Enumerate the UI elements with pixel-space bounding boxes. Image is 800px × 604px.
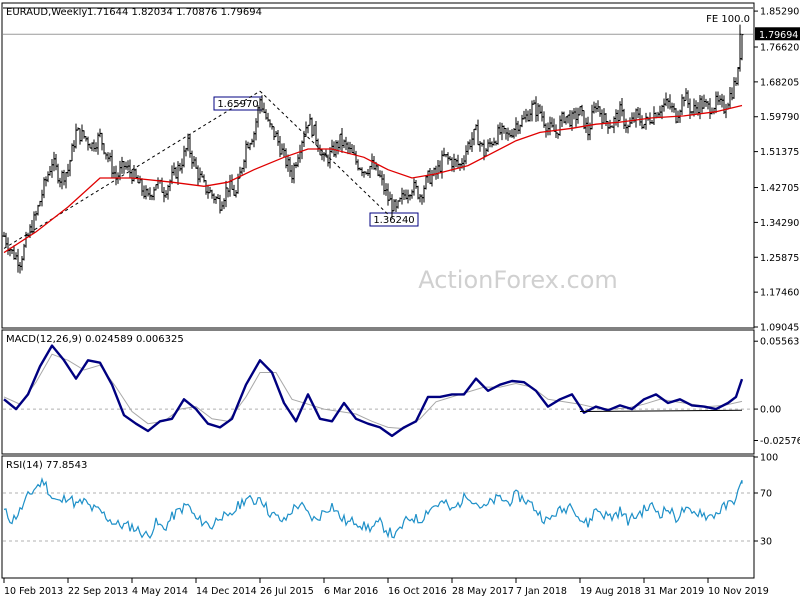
price-y-tick-label: 1.25875	[760, 253, 799, 264]
macd-signal-line	[3, 353, 743, 430]
x-tick-label: 31 Mar 2019	[644, 586, 704, 597]
rsi-line	[3, 477, 743, 539]
annotation-low-label: 1.36240	[373, 215, 414, 226]
price-y-tick-label: 1.09045	[760, 323, 799, 334]
annotation-high-label: 1.65970	[217, 99, 258, 110]
symbol-label: EURAUD,Weekly	[6, 7, 87, 18]
last-price-label: 1.79694	[759, 30, 798, 41]
x-tick-label: 26 Jul 2015	[260, 586, 314, 597]
annotation-low: 1.36240	[369, 212, 419, 227]
x-tick-label: 10 Feb 2013	[4, 586, 63, 597]
rsi-plot	[3, 477, 753, 542]
rsi-y-tick-label: 70	[760, 489, 772, 500]
price-y-tick-label: 1.17460	[760, 288, 799, 299]
x-tick-label: 28 May 2017	[452, 586, 514, 597]
watermark: ActionForex.com	[418, 266, 618, 294]
x-tick-label: 7 Jan 2018	[516, 586, 567, 597]
macd-plot	[3, 344, 753, 438]
price-y-tick-label: 1.42705	[760, 183, 799, 194]
annotation-high: 1.65970	[213, 96, 263, 111]
price-y-tick-label: 1.68205	[760, 77, 799, 88]
rsi-y-tick-label: 100	[760, 453, 778, 464]
macd-y-tick-label: -0.02576	[760, 436, 800, 447]
macd-line	[3, 344, 744, 438]
x-tick-label: 10 Nov 2019	[708, 586, 769, 597]
axes: 1.85290 1.76620 1.68205 1.59790 1.51375 1.427…	[3, 7, 800, 597]
trendline-1	[3, 90, 261, 249]
x-tick-label: 14 Dec 2014	[196, 586, 257, 597]
price-y-tick-label: 1.51375	[760, 147, 799, 158]
x-tick-label: 16 Oct 2016	[388, 586, 447, 597]
macd-panel	[1, 329, 755, 455]
price-y-tick-label: 1.85290	[760, 7, 799, 18]
last-price-box	[755, 27, 800, 41]
rsi-panel	[1, 455, 755, 579]
x-tick-label: 4 May 2014	[132, 586, 188, 597]
price-bar	[740, 34, 744, 61]
price-plot	[2, 7, 753, 274]
x-tick-label: 6 Mar 2016	[324, 586, 378, 597]
macd-title: MACD(12,26,9) 0.024589 0.006325	[6, 334, 184, 345]
rsi-y-tick-label: 30	[760, 537, 772, 548]
price-y-tick-label: 1.34290	[760, 218, 799, 229]
price-y-tick-label: 1.76620	[760, 43, 799, 54]
x-tick-label: 22 Sep 2013	[68, 586, 128, 597]
moving-average-line	[3, 104, 743, 254]
macd-y-tick-label: 0.00	[760, 405, 781, 416]
fe-label: FE 100.0	[706, 14, 750, 25]
macd-y-tick-label: 0.055637	[760, 337, 800, 348]
rsi-title: RSI(14) 77.8543	[6, 460, 87, 471]
price-y-tick-label: 1.59790	[760, 112, 799, 123]
x-tick-label: 19 Aug 2018	[580, 586, 641, 597]
macd-support-line	[579, 409, 743, 413]
price-bar-last	[738, 24, 742, 71]
ohlc-values: 1.71644 1.82034 1.70876 1.79694	[87, 7, 262, 18]
